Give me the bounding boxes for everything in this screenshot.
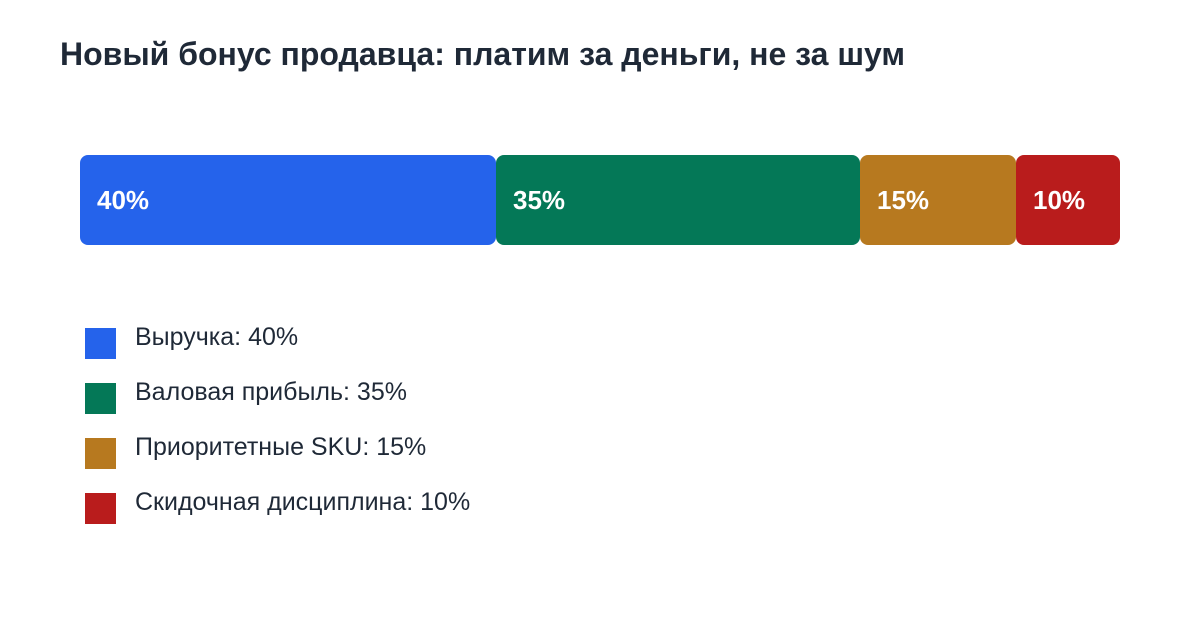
legend-swatch-2 xyxy=(85,383,116,414)
legend-swatch-1 xyxy=(85,328,116,359)
legend-label-3: Приоритетные SKU: 15% xyxy=(135,433,426,461)
bar-segment-1 xyxy=(80,155,496,245)
legend-swatch-4 xyxy=(85,493,116,524)
legend-label-4: Скидочная дисциплина: 10% xyxy=(135,488,470,516)
legend-label-2: Валовая прибыль: 35% xyxy=(135,378,407,406)
bar-segment-3 xyxy=(860,155,1016,245)
bar-segment-label-3: 15% xyxy=(877,185,929,215)
bar-segment-4 xyxy=(1016,155,1120,245)
legend-swatch-3 xyxy=(85,438,116,469)
stacked-bar: 40% 35% 15% 10% xyxy=(80,155,1120,245)
bar-segment-label-2: 35% xyxy=(513,185,565,215)
chart-title: Новый бонус продавца: платим за деньги, … xyxy=(60,36,906,72)
legend-label-1: Выручка: 40% xyxy=(135,323,298,351)
bar-segment-2 xyxy=(496,155,860,245)
bar-segment-label-4: 10% xyxy=(1033,185,1085,215)
legend: Выручка: 40% Валовая прибыль: 35% Приорите… xyxy=(85,323,470,524)
bar-segment-label-1: 40% xyxy=(97,185,149,215)
